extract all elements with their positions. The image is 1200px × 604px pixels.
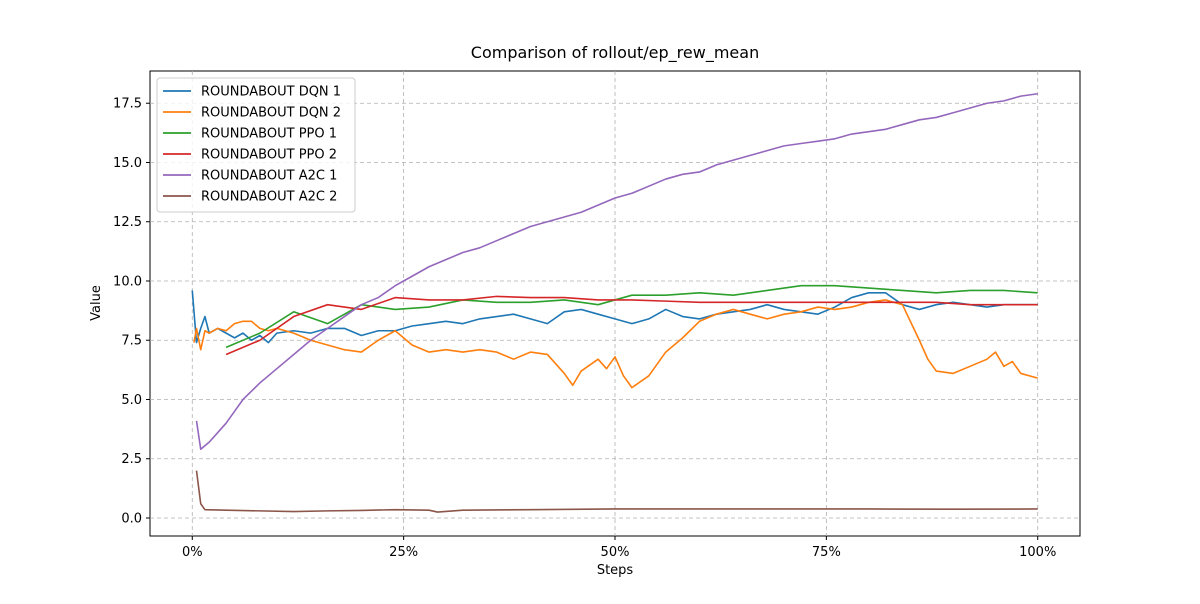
series-line — [195, 92, 1038, 451]
legend-label: ROUNDABOUT DQN 1 — [201, 85, 341, 100]
y-axis-label: Value — [89, 285, 104, 321]
x-tick-label: 25% — [389, 545, 418, 560]
x-tick-label: 75% — [812, 545, 841, 560]
series-line — [191, 290, 1038, 344]
x-tick-label: 0% — [182, 545, 203, 560]
y-tick-label: 12.5 — [113, 215, 142, 230]
series-line — [195, 470, 1038, 513]
y-tick-label: 10.0 — [113, 274, 142, 289]
series-line — [225, 295, 1038, 356]
x-tick-label: 50% — [601, 545, 630, 560]
y-tick-label: 2.5 — [121, 452, 142, 467]
series-line — [193, 299, 1038, 389]
legend-label: ROUNDABOUT A2C 2 — [201, 190, 337, 205]
y-tick-label: 15.0 — [113, 156, 142, 171]
x-tick-label: 100% — [1019, 545, 1056, 560]
chart-title: Comparison of rollout/ep_rew_mean — [471, 43, 759, 63]
y-tick-label: 7.5 — [121, 334, 142, 349]
x-axis-label: Steps — [597, 563, 634, 578]
legend-label: ROUNDABOUT DQN 2 — [201, 106, 341, 121]
series-line — [225, 284, 1038, 349]
legend-label: ROUNDABOUT A2C 1 — [201, 169, 337, 184]
y-tick-label: 17.5 — [113, 97, 142, 112]
legend-box — [156, 77, 356, 213]
legend-label: ROUNDABOUT PPO 2 — [201, 148, 337, 163]
legend-label: ROUNDABOUT PPO 1 — [201, 127, 337, 142]
y-tick-label: 5.0 — [121, 393, 142, 408]
y-tick-label: 0.0 — [121, 511, 142, 526]
